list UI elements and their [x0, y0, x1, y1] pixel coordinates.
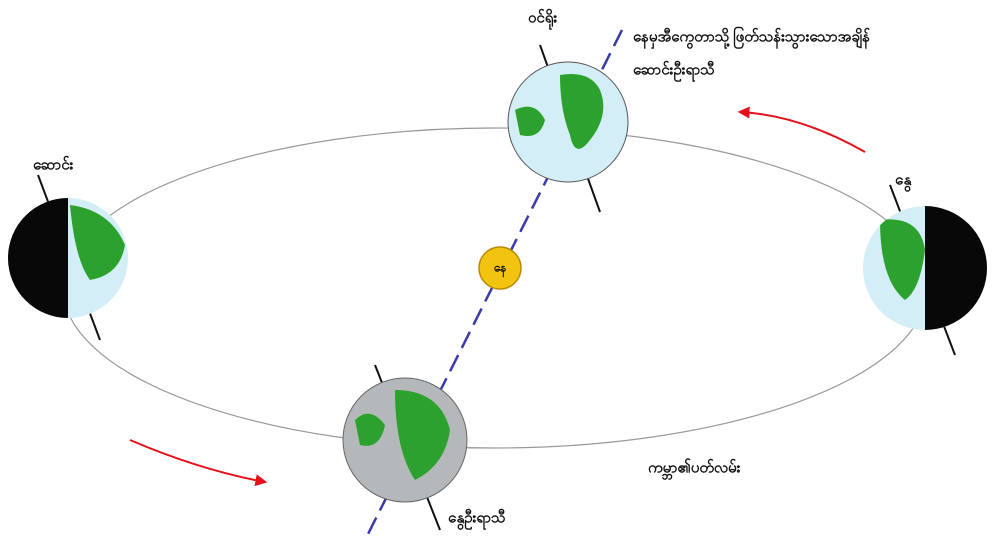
label-autumn: ဆောင်းဦးရာသီ: [633, 60, 715, 83]
earth-autumn: [507, 44, 629, 213]
arrow: [129, 439, 268, 487]
earth-summer: [863, 184, 987, 356]
label-orbit: ကမ္ဘာ၏ပတ်လမ်း: [648, 458, 741, 481]
label-sun: နေ: [493, 261, 507, 279]
label-axis: ဝင်ရိုး: [528, 8, 557, 31]
earth-winter: [8, 174, 128, 341]
label-spring: နွေဦးရာသီ: [448, 508, 506, 531]
arrow: [737, 106, 866, 153]
sun: [478, 246, 522, 290]
label-summer: နွေ: [895, 171, 911, 193]
label-equinox-note: နေမှအီကွေတာသို့ဖြတ်သန်းသွားသောအချိန်: [633, 26, 871, 50]
label-winter: ဆောင်း: [33, 155, 74, 174]
earth-spring: [342, 364, 468, 531]
